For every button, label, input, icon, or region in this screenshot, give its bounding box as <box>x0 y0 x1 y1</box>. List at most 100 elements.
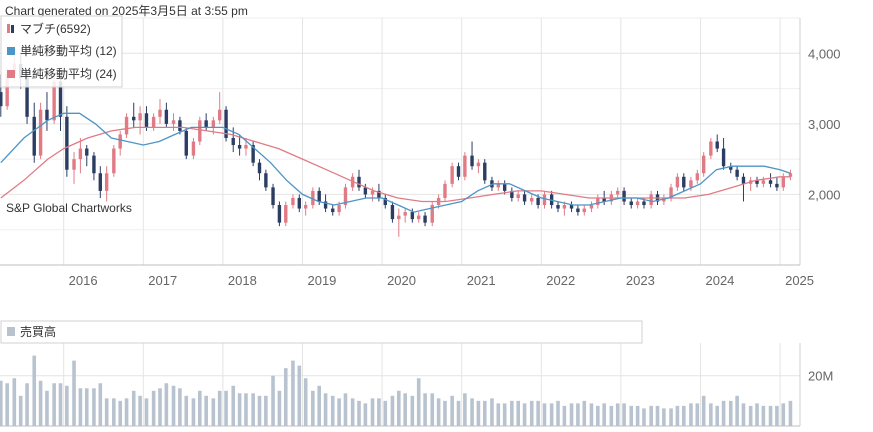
volume-bar <box>556 400 560 426</box>
volume-bar <box>649 405 653 426</box>
volume-bar <box>728 400 733 426</box>
volume-bar <box>251 393 255 426</box>
price-legend: マブチ(6592) 単純移動平均 (12) 単純移動平均 (24) <box>0 15 123 88</box>
candle-body <box>682 176 686 188</box>
volume-bar <box>283 368 288 426</box>
x-tick-label: 2025 <box>785 273 814 288</box>
x-tick-label: 2018 <box>228 273 257 288</box>
volume-bar <box>104 398 109 426</box>
volume-grid <box>0 343 800 426</box>
volume-bar <box>5 383 9 426</box>
volume-bar <box>52 383 56 426</box>
volume-bar <box>715 405 720 426</box>
x-tick-label: 2017 <box>148 273 177 288</box>
price-grid <box>0 17 800 265</box>
volume-bar <box>118 400 122 426</box>
volume-bar <box>403 393 407 426</box>
candle-body <box>124 116 129 135</box>
candle-body <box>271 187 275 206</box>
volume-legend: 売買高 <box>0 320 643 344</box>
candle-body <box>569 205 574 209</box>
volume-bar <box>701 395 706 426</box>
volume-bar <box>158 388 162 426</box>
candle-body <box>323 201 328 209</box>
volume-bar <box>171 385 176 426</box>
candle-body <box>0 92 3 107</box>
candle-body <box>729 166 733 170</box>
candle-body <box>184 130 188 156</box>
x-tick-label: 2019 <box>307 273 336 288</box>
candle-body <box>642 201 646 206</box>
volume-bar <box>609 405 614 426</box>
volume-bar <box>65 385 69 426</box>
candle-body <box>496 183 501 188</box>
candle-body <box>357 176 361 188</box>
volume-bar <box>681 405 686 426</box>
candle-body <box>58 81 63 117</box>
volume-bar <box>257 395 262 426</box>
volume-bar <box>582 400 587 426</box>
volume-bar <box>781 403 786 426</box>
candle-body <box>463 155 467 177</box>
candle-body <box>669 187 673 198</box>
volume-bar <box>18 395 23 426</box>
volume-bar <box>244 393 248 426</box>
volume-bar <box>423 393 427 426</box>
candle-body <box>72 159 76 170</box>
candle-body <box>277 205 282 223</box>
candle-body <box>417 215 421 220</box>
volume-bar <box>642 408 646 426</box>
ma12-line <box>0 112 791 213</box>
volume-bar <box>224 390 228 426</box>
candle-body <box>78 148 83 160</box>
volume-bar <box>343 393 348 426</box>
candle-body <box>251 145 255 163</box>
volume-bar <box>602 403 606 426</box>
candle-body <box>556 205 560 209</box>
volume-bar <box>436 398 441 426</box>
candle-body <box>92 155 96 174</box>
candle-body <box>331 208 335 213</box>
candle-body <box>709 141 713 156</box>
candle-body <box>616 190 620 195</box>
x-tick-label: 2023 <box>626 273 655 288</box>
volume-bar <box>721 400 726 426</box>
candle-body <box>118 134 122 149</box>
volume-bar <box>0 380 3 426</box>
candle-body <box>244 145 248 149</box>
candle-body <box>337 205 341 213</box>
volume-bar <box>502 403 507 426</box>
volume-bar <box>510 400 514 426</box>
volume-bar <box>297 365 302 426</box>
volume-bars <box>0 355 793 426</box>
volume-bar <box>291 360 295 426</box>
volume-icon <box>7 327 15 336</box>
candle-body <box>476 162 481 167</box>
volume-bar <box>669 408 673 426</box>
volume-bar <box>124 398 129 426</box>
volume-bar <box>323 393 328 426</box>
candle-body <box>25 77 29 117</box>
volume-bar <box>635 405 640 426</box>
volume-bar <box>78 388 83 426</box>
volume-bar <box>191 398 196 426</box>
volume-bar <box>178 388 182 426</box>
candle-body <box>410 212 415 220</box>
candle-body <box>735 169 739 177</box>
volume-bar <box>735 395 739 426</box>
moving-average-lines <box>0 112 791 213</box>
candle-body <box>403 212 407 216</box>
candle-body <box>45 109 49 121</box>
candle-body <box>522 194 527 202</box>
volume-bar <box>184 395 189 426</box>
x-tick-label: 2024 <box>705 273 734 288</box>
candle-body <box>768 180 773 184</box>
volume-bar <box>92 388 96 426</box>
volume-bar <box>430 393 435 426</box>
volume-bar <box>536 400 540 426</box>
candle-body <box>343 187 348 206</box>
volume-bar <box>58 383 63 426</box>
candle-body <box>144 113 149 128</box>
candle-body <box>231 137 235 146</box>
